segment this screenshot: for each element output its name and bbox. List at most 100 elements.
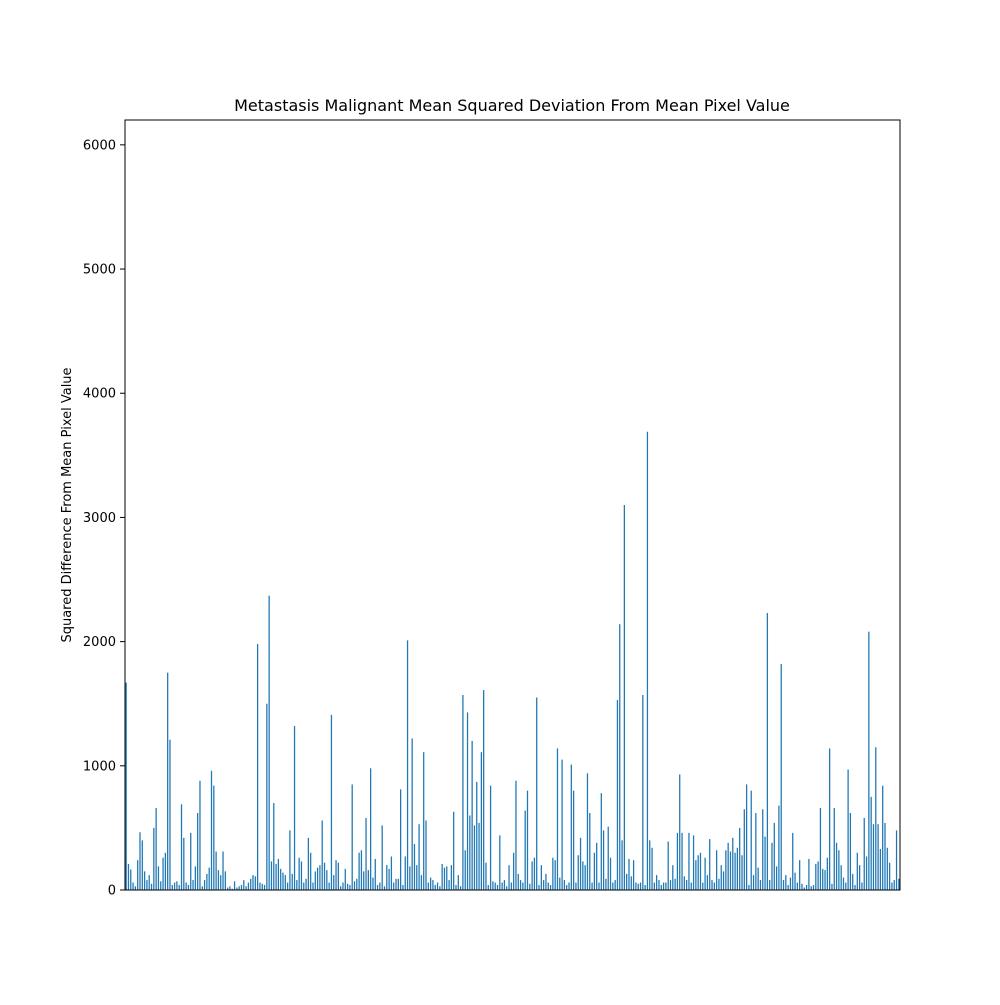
bar [469, 815, 471, 890]
bar [642, 695, 644, 890]
bar [651, 847, 653, 890]
bar [153, 827, 155, 890]
bar [623, 505, 625, 890]
bar [718, 878, 720, 890]
bar [739, 827, 741, 890]
bar [390, 856, 393, 890]
bar [427, 882, 429, 890]
bar [340, 886, 342, 890]
bar [411, 738, 413, 890]
bar [529, 883, 531, 890]
bar [483, 690, 485, 890]
bar [305, 878, 307, 890]
bar [538, 885, 540, 890]
bar [203, 880, 206, 890]
bar [526, 790, 529, 890]
bar [137, 860, 139, 890]
bar [256, 644, 259, 890]
bar [291, 873, 293, 890]
bar [870, 796, 872, 890]
bar [178, 885, 180, 890]
bar [494, 882, 496, 890]
bar [817, 861, 819, 890]
bar [690, 882, 692, 890]
bar [231, 888, 233, 890]
bar [632, 860, 635, 890]
bar [762, 809, 764, 890]
bar [217, 870, 220, 890]
bar [199, 780, 201, 890]
bar [845, 882, 847, 890]
bar [143, 871, 146, 890]
bar [646, 431, 649, 890]
bar [545, 873, 547, 890]
bar [519, 880, 522, 890]
bar [831, 883, 833, 890]
bar [734, 852, 736, 890]
bar [522, 882, 524, 890]
bar [688, 832, 690, 890]
bar [187, 885, 190, 890]
bar [210, 770, 213, 890]
bar [722, 871, 725, 890]
bar [413, 844, 416, 890]
bar [453, 811, 455, 890]
bar [743, 809, 745, 890]
bar [501, 882, 503, 890]
bar [769, 880, 771, 890]
bar [245, 886, 247, 890]
bar [466, 712, 469, 890]
y-tick-label: 2000 [83, 635, 116, 650]
bar [215, 851, 217, 890]
bar [478, 822, 480, 890]
bar [374, 858, 376, 890]
bar [628, 858, 630, 890]
bar [190, 832, 192, 890]
bar [485, 862, 487, 890]
bar [605, 878, 607, 890]
bar [674, 878, 676, 890]
bar [586, 773, 589, 890]
bar [252, 875, 254, 890]
bar [330, 714, 333, 890]
bar [247, 882, 250, 890]
bar [270, 861, 273, 890]
bar [513, 852, 515, 890]
bar [471, 740, 473, 890]
bar [584, 865, 586, 890]
bar [344, 868, 346, 890]
bar [861, 882, 863, 890]
bar [376, 885, 379, 890]
bar [349, 885, 351, 890]
bar [609, 857, 612, 890]
bar [729, 851, 732, 890]
bar [778, 805, 780, 890]
bar [289, 830, 291, 890]
bar [240, 885, 243, 890]
bar [626, 873, 628, 890]
bar [432, 880, 434, 890]
bar [589, 813, 591, 890]
bar [155, 808, 157, 890]
bar [829, 748, 831, 890]
bar [183, 837, 185, 890]
bar [808, 858, 810, 890]
bar [635, 882, 637, 890]
bar [409, 866, 411, 890]
bar [489, 785, 492, 890]
bar [372, 877, 374, 890]
bar [716, 850, 718, 890]
bar [780, 663, 782, 890]
bar [517, 873, 519, 890]
bar [842, 877, 845, 890]
bar [602, 830, 605, 890]
bar [787, 885, 789, 890]
bar [766, 613, 769, 890]
y-tick-label: 6000 [83, 138, 116, 153]
bar [277, 858, 280, 890]
bar [284, 875, 286, 890]
bar [420, 875, 423, 890]
bar [704, 857, 706, 890]
bar [333, 875, 335, 890]
bar [171, 885, 173, 890]
